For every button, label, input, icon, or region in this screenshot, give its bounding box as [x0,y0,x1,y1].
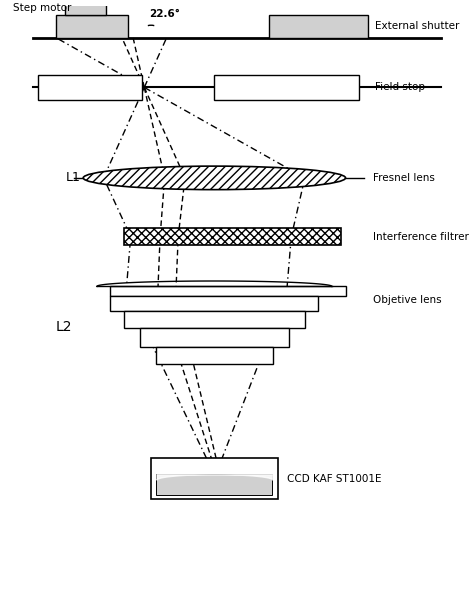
Bar [269,15,368,38]
Bar [110,296,319,311]
Bar [38,75,142,100]
Text: Step motor: Step motor [13,3,72,13]
Bar [155,347,273,364]
Bar [124,228,341,245]
Text: Interference filtrer: Interference filtrer [373,232,469,242]
Bar [65,0,106,15]
Text: Field stop: Field stop [375,82,425,92]
Text: CCD KAF ST1001E: CCD KAF ST1001E [287,473,381,484]
Text: L2: L2 [56,320,73,334]
Bar [156,474,272,496]
Ellipse shape [83,166,346,190]
Text: L1: L1 [66,172,81,184]
Text: 22.6°: 22.6° [149,8,180,19]
Text: Objetive lens: Objetive lens [373,295,441,305]
Bar [110,286,346,296]
Bar [151,458,278,499]
Text: Fresnel lens: Fresnel lens [373,173,435,183]
Bar [140,328,289,347]
Bar [56,15,128,38]
Bar [124,311,305,328]
Text: External shutter: External shutter [375,22,459,31]
Bar [214,75,359,100]
